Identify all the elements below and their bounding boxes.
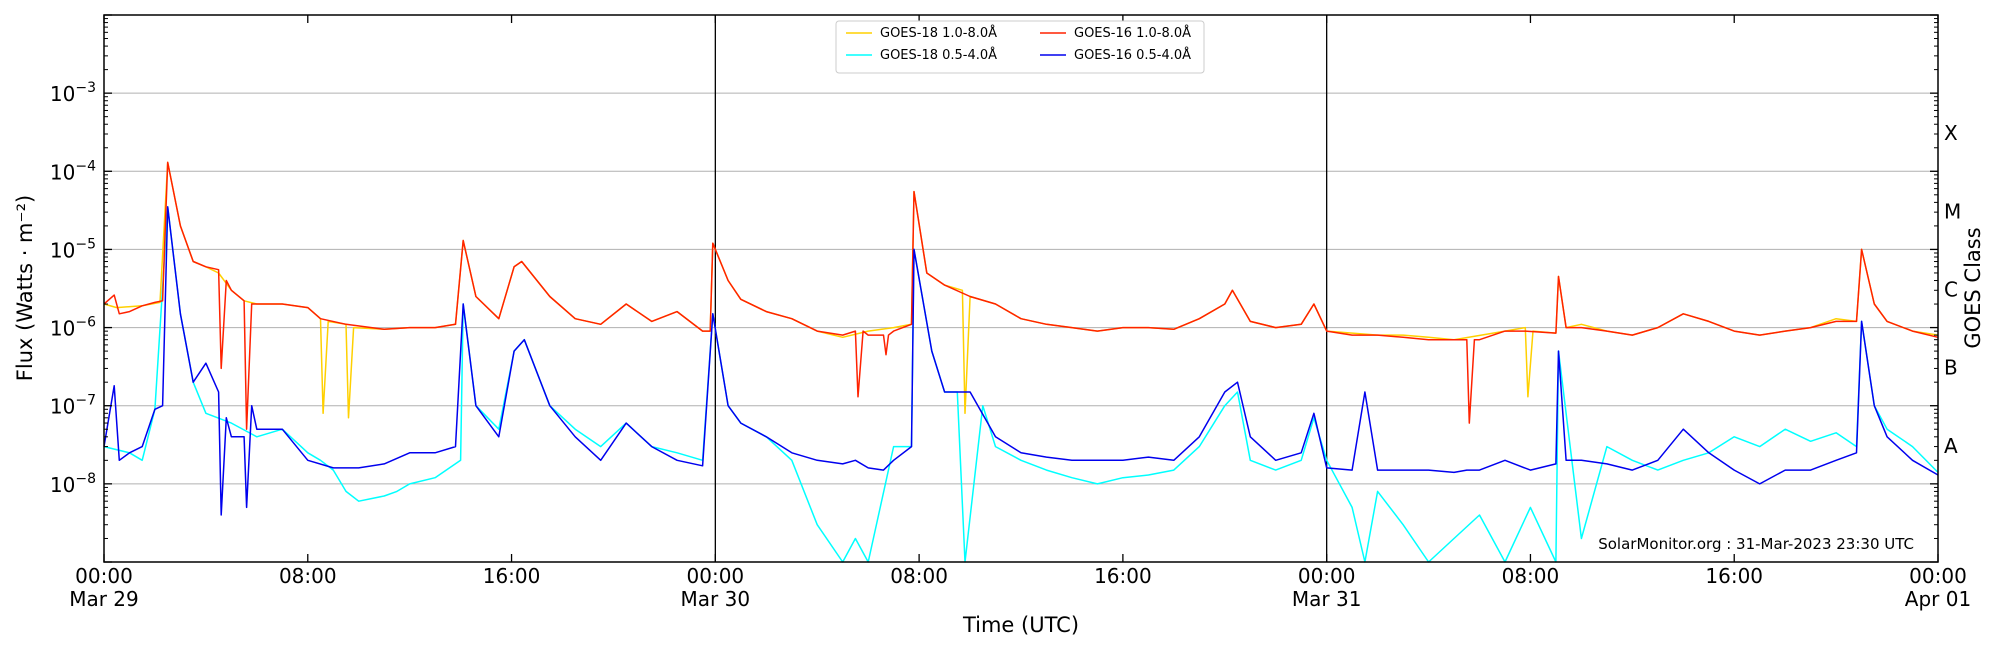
- y-tick-label: 10−4: [50, 158, 96, 184]
- y-tick-label: 10−5: [50, 236, 96, 262]
- y-tick-exponent: −7: [75, 393, 96, 409]
- x-tick-label: 08:00: [279, 564, 337, 588]
- goes-class-label: X: [1944, 121, 1958, 145]
- goes-class-label: A: [1944, 434, 1958, 458]
- y-tick-base: 10: [50, 160, 75, 184]
- x-tick-label: 16:00: [1705, 564, 1763, 588]
- y-tick-base: 10: [50, 238, 75, 262]
- y-tick-exponent: −6: [75, 315, 96, 331]
- x-tick-date: Mar 31: [1292, 587, 1362, 611]
- legend-entry: GOES-18 0.5-4.0Å: [880, 47, 997, 63]
- goes-class-label: C: [1944, 278, 1958, 302]
- y-tick-base: 10: [50, 395, 75, 419]
- y-tick-base: 10: [50, 473, 75, 497]
- legend-box: [835, 20, 1205, 74]
- goes-class-label: M: [1944, 199, 1961, 223]
- y-tick-base: 10: [50, 82, 75, 106]
- x-tick-label: 00:00: [1298, 564, 1356, 588]
- series-line-0: [103, 161, 1939, 419]
- y-tick-exponent: −4: [75, 158, 96, 174]
- y-tick-exponent: −5: [75, 236, 96, 252]
- x-tick-label: 00:00: [1909, 564, 1967, 588]
- y-tick-label: 10−3: [50, 80, 96, 106]
- y-tick-label: 10−6: [50, 315, 96, 341]
- x-tick-label: 16:00: [483, 564, 541, 588]
- y-tick-exponent: −8: [75, 471, 96, 487]
- x-tick-label: 08:00: [890, 564, 948, 588]
- day-separator-lines: [714, 15, 1328, 562]
- x-tick-label: 16:00: [1094, 564, 1152, 588]
- legend-entry: GOES-16 1.0-8.0Å: [1074, 25, 1191, 41]
- goes-class-label: B: [1944, 356, 1958, 380]
- y-tick-label: 10−8: [50, 471, 96, 497]
- x-tick-label: 00:00: [75, 564, 133, 588]
- legend-entry: GOES-18 1.0-8.0Å: [880, 25, 997, 41]
- right-axis-label: GOES Class: [1961, 227, 1985, 348]
- plot-frame: [103, 14, 1939, 563]
- x-tick-date: Mar 30: [681, 587, 751, 611]
- x-axis-label: Time (UTC): [962, 613, 1079, 637]
- series-layer: [103, 161, 1939, 563]
- series-line-3: [103, 206, 1939, 516]
- goes-class-ticks: A B C M X: [1944, 121, 1961, 458]
- y-axis-label: Flux (Watts · m⁻²): [13, 195, 37, 381]
- y-tick-exponent: −3: [75, 80, 96, 96]
- x-tick-label: 08:00: [1502, 564, 1560, 588]
- legend-entry: GOES-16 0.5-4.0Å: [1074, 47, 1191, 63]
- grid-lines: [104, 92, 1938, 485]
- x-tick-label: 00:00: [687, 564, 745, 588]
- y-tick-base: 10: [50, 317, 75, 341]
- series-line-1: [103, 206, 1939, 563]
- credit-text: SolarMonitor.org : 31-Mar-2023 23:30 UTC: [1598, 535, 1914, 553]
- legend: GOES-18 1.0-8.0Å GOES-18 0.5-4.0Å GOES-16 …: [835, 20, 1205, 74]
- x-tick-date: Apr 01: [1905, 587, 1971, 611]
- series-line-2: [103, 161, 1939, 430]
- y-tick-label: 10−7: [50, 393, 96, 419]
- y-axis-ticks: 10−810−710−610−510−410−3: [50, 14, 1938, 563]
- x-tick-date: Mar 29: [69, 587, 139, 611]
